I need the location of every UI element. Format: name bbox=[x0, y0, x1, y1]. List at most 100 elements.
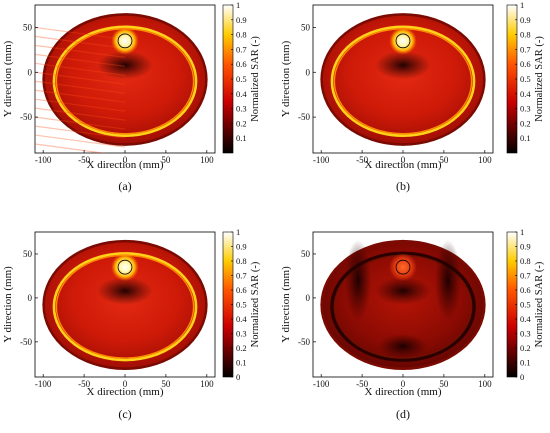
x-tick-label: -100 bbox=[313, 379, 330, 389]
y-tick-label: 50 bbox=[23, 249, 33, 259]
x-tick-label: -50 bbox=[356, 379, 368, 389]
y-axis-label: Y direction (mm) bbox=[280, 40, 292, 117]
hot-boundary-ring bbox=[52, 25, 198, 137]
x-tick-label: 50 bbox=[439, 379, 449, 389]
colorbar-tick-label: 0 bbox=[236, 372, 240, 382]
cold-spot bbox=[375, 50, 431, 80]
colorbar-tick-label: 0.8 bbox=[520, 256, 531, 266]
colorbar-tick-label: 0.9 bbox=[520, 242, 531, 252]
colorbar-tick-label: 0.5 bbox=[520, 300, 531, 310]
y-tick-label: 0 bbox=[28, 67, 33, 77]
artifact-streak bbox=[35, 134, 126, 148]
sar-heatmap bbox=[35, 13, 208, 153]
body-region bbox=[44, 15, 206, 144]
target-hotspot bbox=[389, 253, 417, 282]
target-circle bbox=[117, 33, 133, 49]
colorbar-tick-label: 0.3 bbox=[236, 329, 247, 339]
colorbar-tick-label: 0.9 bbox=[236, 242, 247, 252]
colorbar-tick-label: 0.6 bbox=[520, 59, 531, 69]
colorbar-tick-label: 1 bbox=[236, 0, 240, 10]
y-tick-label: 0 bbox=[28, 293, 33, 303]
colorbar-tick-label: 0.2 bbox=[236, 343, 247, 353]
cold-lobe bbox=[378, 333, 428, 359]
x-axis-label: X direction (mm) bbox=[365, 386, 442, 398]
colorbar-tick-label: 0.5 bbox=[236, 300, 247, 310]
colorbar-tick-label: 0.2 bbox=[236, 118, 247, 128]
y-tick-label: 50 bbox=[23, 22, 33, 32]
colorbar-tick-label: 0.9 bbox=[236, 15, 247, 25]
sar-heatmap bbox=[42, 239, 208, 370]
colorbar-tick-label: 0.8 bbox=[236, 30, 247, 40]
x-tick-label: 0 bbox=[401, 379, 406, 389]
y-tick-label: 0 bbox=[306, 293, 311, 303]
colorbar-tick-label: 0.6 bbox=[236, 59, 247, 69]
x-tick-label: 50 bbox=[161, 379, 171, 389]
colorbar-label: Normalized SAR (-) bbox=[534, 36, 545, 122]
colorbar-tick-label: 0.2 bbox=[520, 118, 531, 128]
body-region bbox=[322, 15, 484, 144]
artifact-streak bbox=[35, 89, 126, 103]
artifact-streak bbox=[35, 98, 126, 112]
cold-spot bbox=[97, 276, 153, 305]
colorbar-tick-label: 0.3 bbox=[520, 329, 531, 339]
artifact-streak bbox=[35, 125, 126, 139]
colorbar-tick-label: 0.7 bbox=[520, 44, 531, 54]
panel-label: (d) bbox=[396, 407, 410, 421]
cold-spot bbox=[375, 276, 431, 305]
colorbar-tick-label: 0.4 bbox=[236, 314, 247, 324]
sar-heatmap bbox=[320, 239, 486, 370]
artifact-streak bbox=[35, 35, 126, 49]
colorbar-label: Normalized SAR (-) bbox=[250, 261, 261, 347]
target-circle bbox=[117, 259, 133, 275]
colorbar-tick-label: 0.1 bbox=[236, 133, 247, 143]
x-axis-label: X direction (mm) bbox=[87, 159, 164, 171]
artifact-streak bbox=[35, 116, 126, 130]
x-tick-label: -100 bbox=[35, 155, 52, 165]
x-tick-label: -50 bbox=[78, 155, 90, 165]
artifact-streak bbox=[35, 62, 126, 76]
colorbar-tick-label: 1 bbox=[236, 227, 240, 237]
panel-label: (c) bbox=[118, 407, 131, 421]
colorbar-tick-label: 0 bbox=[520, 372, 524, 382]
x-tick-label: 100 bbox=[478, 379, 492, 389]
colorbar-tick-label: 0.7 bbox=[236, 44, 247, 54]
y-tick-label: 0 bbox=[306, 67, 311, 77]
hot-boundary-ring bbox=[330, 25, 476, 137]
x-tick-label: 100 bbox=[478, 155, 492, 165]
x-tick-label: -50 bbox=[78, 379, 90, 389]
artifact-streak bbox=[35, 143, 107, 153]
y-axis-label: Y direction (mm) bbox=[2, 266, 14, 343]
colorbar-label: Normalized SAR (-) bbox=[534, 261, 545, 347]
y-tick-label: -50 bbox=[20, 112, 32, 122]
x-tick-label: 50 bbox=[439, 155, 449, 165]
artifact-streak bbox=[35, 107, 126, 121]
artifact-streak bbox=[35, 26, 126, 41]
y-tick-label: 50 bbox=[301, 249, 311, 259]
colorbar-tick-label: 0.4 bbox=[520, 314, 531, 324]
body-region bbox=[44, 242, 206, 368]
x-tick-label: -50 bbox=[356, 155, 368, 165]
colorbar-tick-label: 0.6 bbox=[520, 285, 531, 295]
y-axis-label: Y direction (mm) bbox=[2, 40, 14, 117]
panel-label: (a) bbox=[118, 179, 131, 193]
y-tick-label: -50 bbox=[298, 112, 310, 122]
x-axis-label: X direction (mm) bbox=[365, 159, 442, 171]
colorbar-tick-label: 0.8 bbox=[520, 30, 531, 40]
x-tick-label: 0 bbox=[123, 379, 128, 389]
colorbar-tick-label: 0.1 bbox=[520, 133, 531, 143]
colorbar-tick-label: 0.7 bbox=[236, 271, 247, 281]
colorbar-tick-label: 1 bbox=[520, 0, 524, 10]
x-axis-label: X direction (mm) bbox=[87, 386, 164, 398]
colorbar-tick-label: 0.5 bbox=[520, 74, 531, 84]
colorbar-tick-label: 0.1 bbox=[520, 358, 531, 368]
artifact-streak bbox=[35, 80, 126, 94]
colorbar-tick-label: 0.3 bbox=[520, 104, 531, 114]
sar-heatmap bbox=[320, 13, 486, 146]
panel-label: (b) bbox=[396, 179, 410, 193]
x-tick-label: -100 bbox=[313, 155, 330, 165]
y-tick-label: 50 bbox=[301, 22, 311, 32]
colorbar-tick-label: 1 bbox=[520, 227, 524, 237]
